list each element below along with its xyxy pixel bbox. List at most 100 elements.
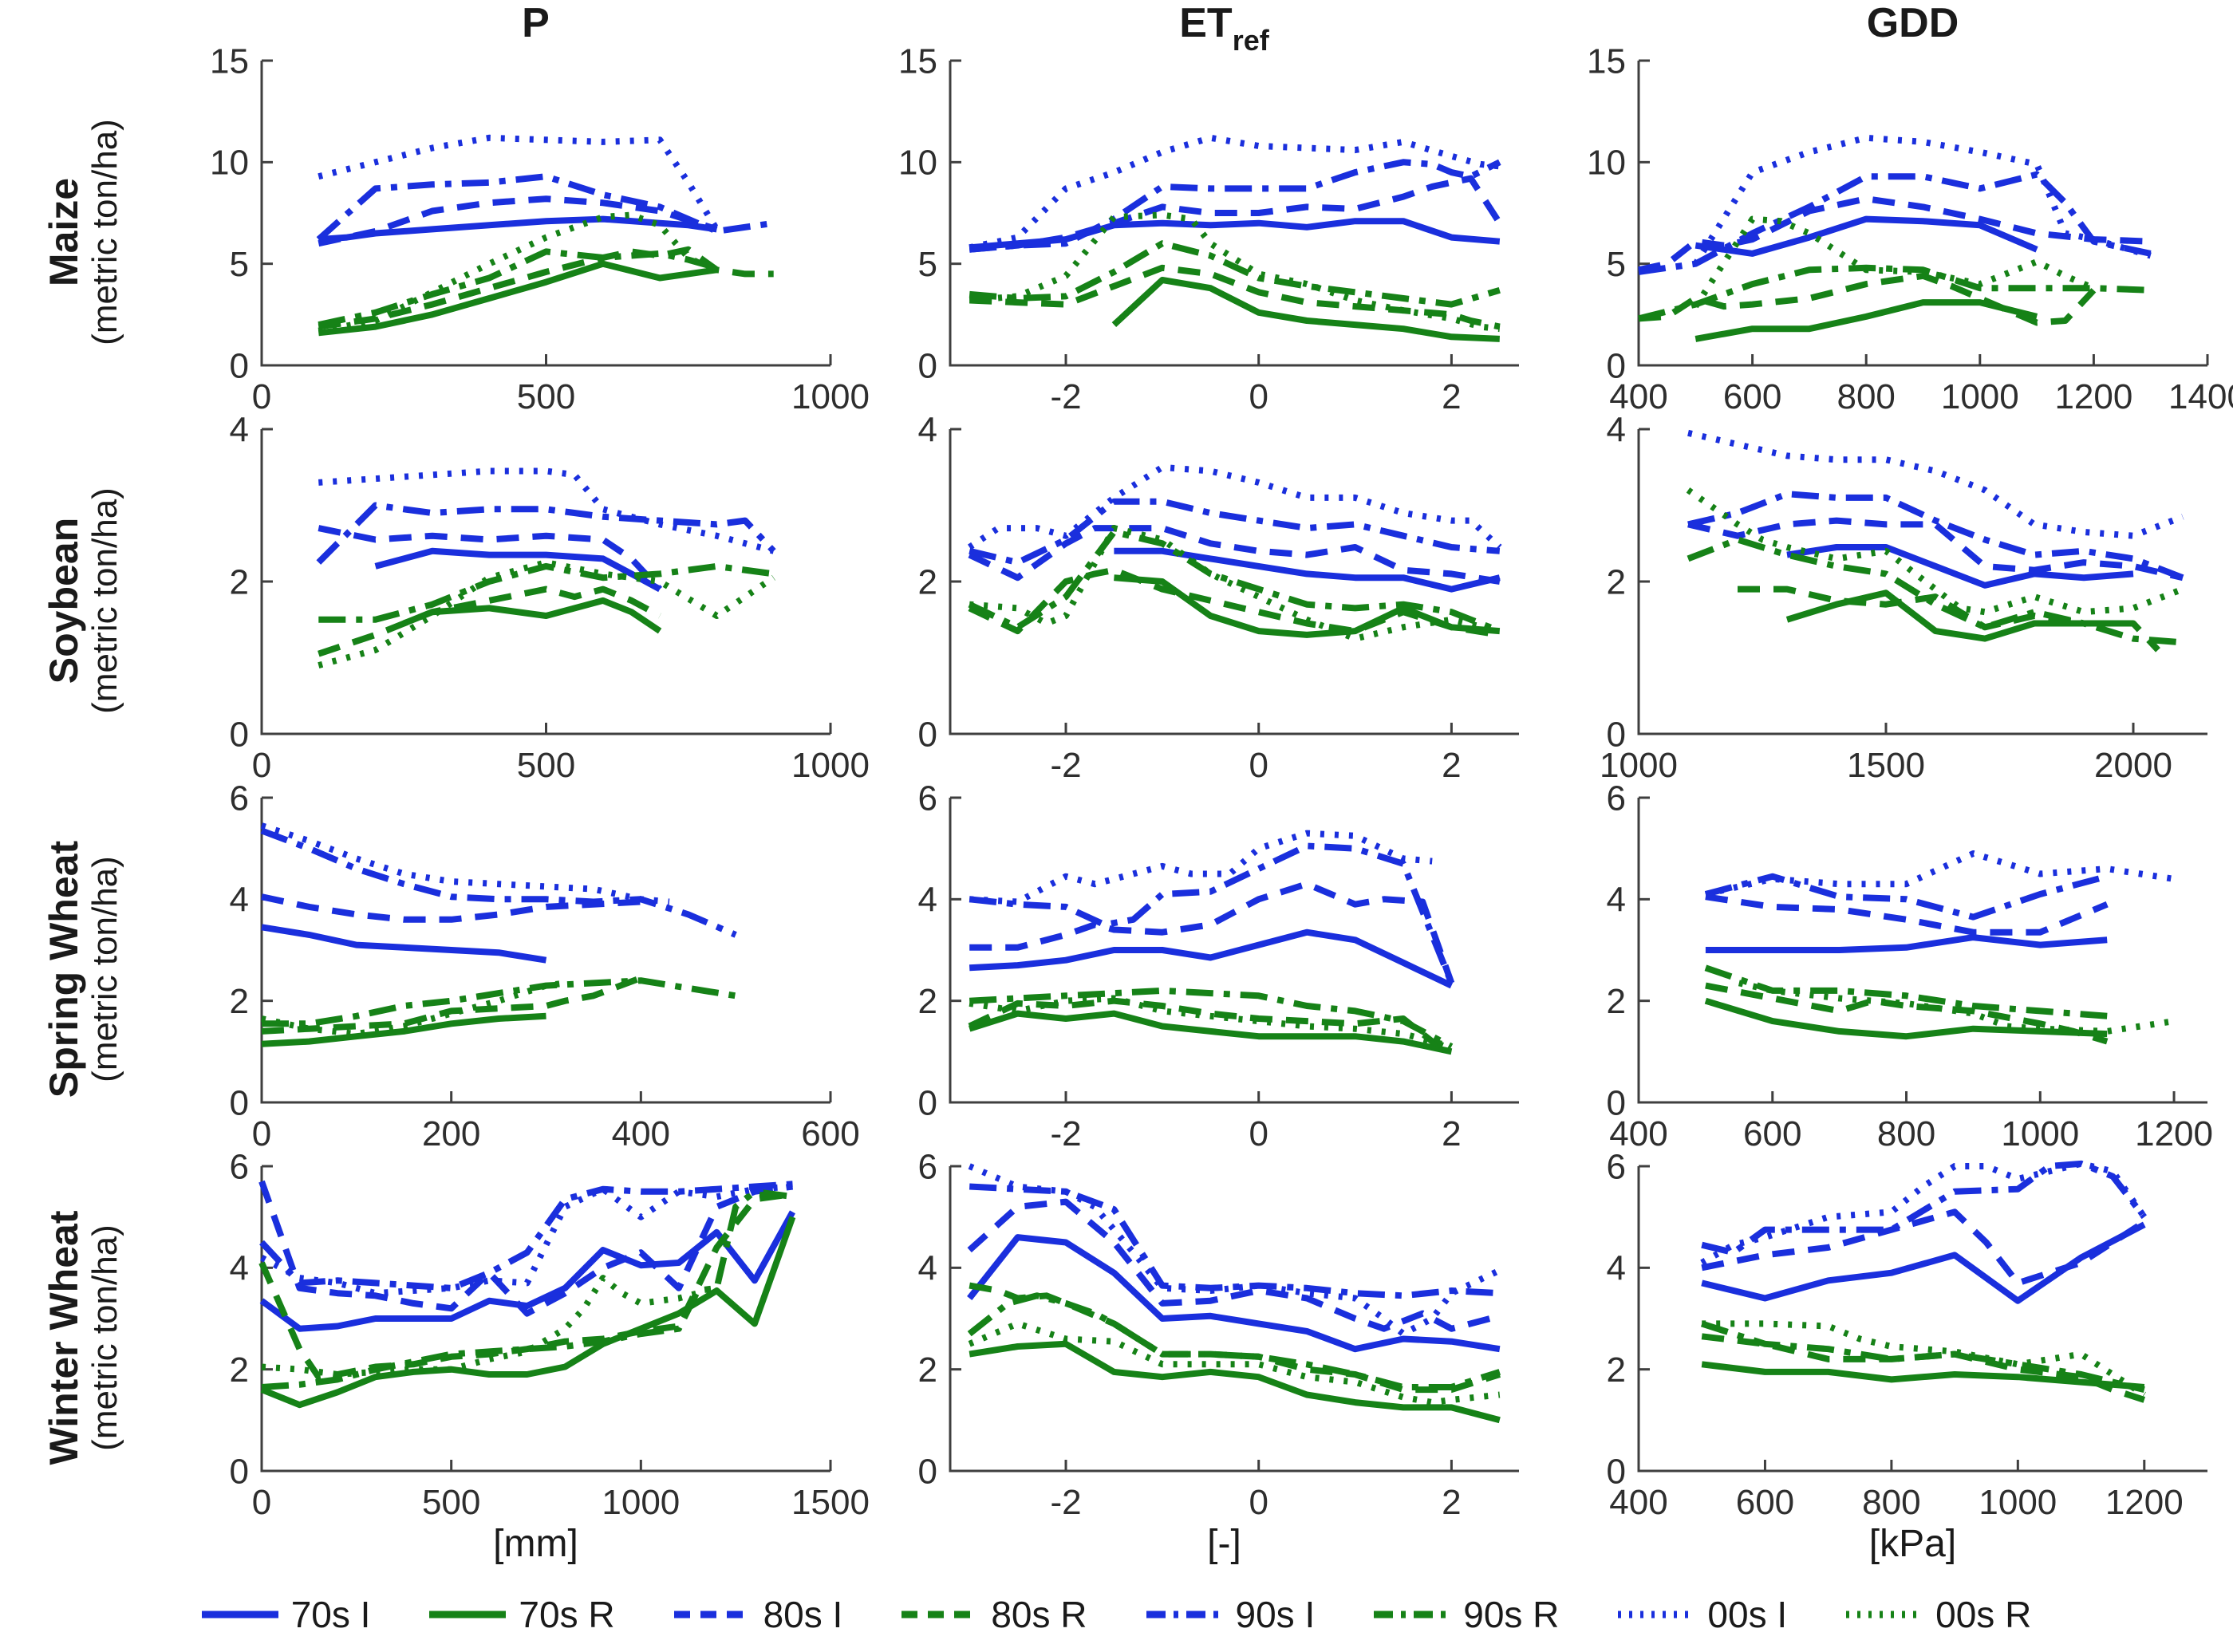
x-tick-label: 600 <box>1743 1114 1801 1153</box>
y-tick-label: 4 <box>230 1249 249 1288</box>
y-tick-label: 2 <box>918 1350 937 1390</box>
y-tick-label: 5 <box>230 245 249 284</box>
y-tick-label: 4 <box>918 1249 937 1288</box>
chart-line-00s-i <box>967 463 1502 550</box>
chart-line-80s-i <box>1687 517 2184 582</box>
chart-line-80s-r <box>1705 982 2109 1045</box>
row-soybean: Soybean (metric ton/ha) 0 500 1000 0 2 4 -2 0 2 0… <box>0 410 2233 785</box>
chart-line-90s-i <box>1687 491 2184 581</box>
chart-line-90s-i <box>316 173 775 242</box>
chart-line-70s-i <box>969 929 1454 989</box>
x-axis-label-kpa: [kPa] <box>1868 1523 1957 1565</box>
row-label-soybean: Soybean (metric ton/ha) <box>0 416 168 785</box>
row-winterwheat: Winter Wheat (metric ton/ha) 0 500 1000 1500… <box>0 1147 2233 1522</box>
column-title-gdd: GDD <box>1545 0 2233 59</box>
y-tick-label: 5 <box>918 245 937 284</box>
legend-line-sample-80s-i <box>673 1611 751 1618</box>
chart-line-00s-i <box>969 134 1501 251</box>
y-tick-label: 15 <box>210 41 249 81</box>
chart-line-90s-r <box>1687 536 2184 646</box>
legend-item-00s-i: 00s I <box>1618 1593 1787 1636</box>
x-tick-label: 0 <box>252 1114 271 1153</box>
y-tick-label: 2 <box>230 562 249 601</box>
chart-springwheat-gdd: 400 600 800 1000 1200 0 2 4 6 <box>1607 779 2213 1153</box>
x-axis-labels: [mm] [-] [kPa] <box>0 1522 2233 1577</box>
y-tick-label: 4 <box>1607 881 1626 920</box>
y-tick-label: 0 <box>1607 1452 1626 1491</box>
chart-line-90s-r <box>261 1188 794 1390</box>
x-tick-label: 1000 <box>2001 1114 2079 1153</box>
chart-line-80s-i <box>1705 893 2109 936</box>
chart-line-00s-i <box>1692 134 2152 266</box>
x-tick-label: 500 <box>517 746 575 785</box>
x-tick-label: 600 <box>1723 377 1781 416</box>
chart-line-90s-i <box>969 159 1501 253</box>
chart-line-70s-i <box>261 924 547 964</box>
chart-line-80s-i <box>318 525 663 592</box>
chart-line-90s-r <box>968 528 1501 634</box>
x-tick-label: 0 <box>252 1483 271 1522</box>
x-tick-label: -2 <box>1050 1483 1081 1522</box>
y-tick-label: 10 <box>898 144 937 183</box>
y-tick-label: 4 <box>1607 1249 1626 1288</box>
y-tick-label: 2 <box>918 562 937 601</box>
panel-springwheat-etref: -2 0 2 0 2 4 6 <box>856 779 1545 1153</box>
legend-label: 80s R <box>991 1594 1087 1636</box>
legend-label: 80s I <box>763 1594 843 1636</box>
chart-line-70s-r <box>1701 1361 2145 1390</box>
x-tick-label: 400 <box>1609 1114 1667 1153</box>
chart-line-00s-r <box>1686 487 2184 616</box>
y-tick-label: 2 <box>1607 982 1626 1021</box>
chart-line-80s-r <box>968 566 1501 638</box>
chart-line-70s-r <box>318 260 717 337</box>
legend-line-sample-80s-r <box>901 1611 979 1618</box>
chart-line-70s-i <box>1786 544 2134 589</box>
axis <box>260 798 830 1104</box>
legend-item-80s-i: 80s I <box>673 1593 843 1636</box>
chart-line-00s-r <box>969 211 1501 333</box>
chart-line-80s-i <box>969 881 1455 984</box>
panel-soybean-p: 0 500 1000 0 2 4 <box>168 410 870 785</box>
x-tick-label: -2 <box>1050 1114 1081 1153</box>
chart-line-90s-i <box>969 498 1501 566</box>
x-tick-label: 1200 <box>2135 1114 2213 1153</box>
x-tick-label: 800 <box>1862 1483 1920 1522</box>
panel-springwheat-p: 0 200 400 600 0 2 4 6 <box>168 779 860 1153</box>
chart-line-70s-i <box>967 1234 1501 1353</box>
x-axis-label-mm: [mm] <box>493 1523 578 1565</box>
axis <box>949 429 1519 735</box>
chart-line-70s-i <box>318 215 717 243</box>
chart-line-80s-i <box>1638 195 2151 274</box>
chart-line-90s-i <box>259 1181 793 1291</box>
column-title-gdd-text: GDD <box>1866 0 1959 46</box>
y-tick-label: 0 <box>1607 346 1626 385</box>
x-tick-label: 0 <box>252 746 271 785</box>
legend-label: 70s R <box>519 1594 615 1636</box>
row-label-soybean-crop: Soybean <box>41 517 86 684</box>
chart-line-00s-i <box>1687 429 2184 539</box>
x-tick-label: 1200 <box>2054 377 2132 416</box>
panel-winterwheat-p: 0 500 1000 1500 0 2 4 6 <box>168 1147 870 1522</box>
chart-line-00s-i <box>969 830 1433 905</box>
x-tick-label: 500 <box>422 1483 480 1522</box>
chart-line-90s-i <box>969 1183 1501 1299</box>
x-tick-label: 0 <box>252 377 271 416</box>
chart-winterwheat-etref: -2 0 2 0 2 4 6 <box>918 1147 1519 1522</box>
row-label-maize-unit: (metric ton/ha) <box>85 119 124 345</box>
chart-line-70s-i <box>1705 934 2108 953</box>
column-title-etref: ETref <box>856 0 1545 59</box>
chart-line-00s-r <box>261 1275 718 1378</box>
y-tick-label: 4 <box>918 410 937 449</box>
axis <box>1637 429 2207 735</box>
legend-line-sample-00s-i <box>1618 1611 1695 1618</box>
row-label-maize: Maize (metric ton/ha) <box>0 48 168 416</box>
x-tick-label: 2 <box>1442 1483 1461 1522</box>
chart-line-00s-r <box>1692 215 2095 309</box>
chart-line-70s-r <box>261 1012 546 1047</box>
chart-line-90s-i <box>1704 873 2109 921</box>
x-tick-label: 0 <box>1249 1483 1268 1522</box>
panel-winterwheat-gdd: 400 600 800 1000 1200 0 2 4 6 <box>1545 1147 2233 1522</box>
y-tick-label: 2 <box>918 982 937 1021</box>
chart-line-80s-i <box>258 1180 794 1317</box>
